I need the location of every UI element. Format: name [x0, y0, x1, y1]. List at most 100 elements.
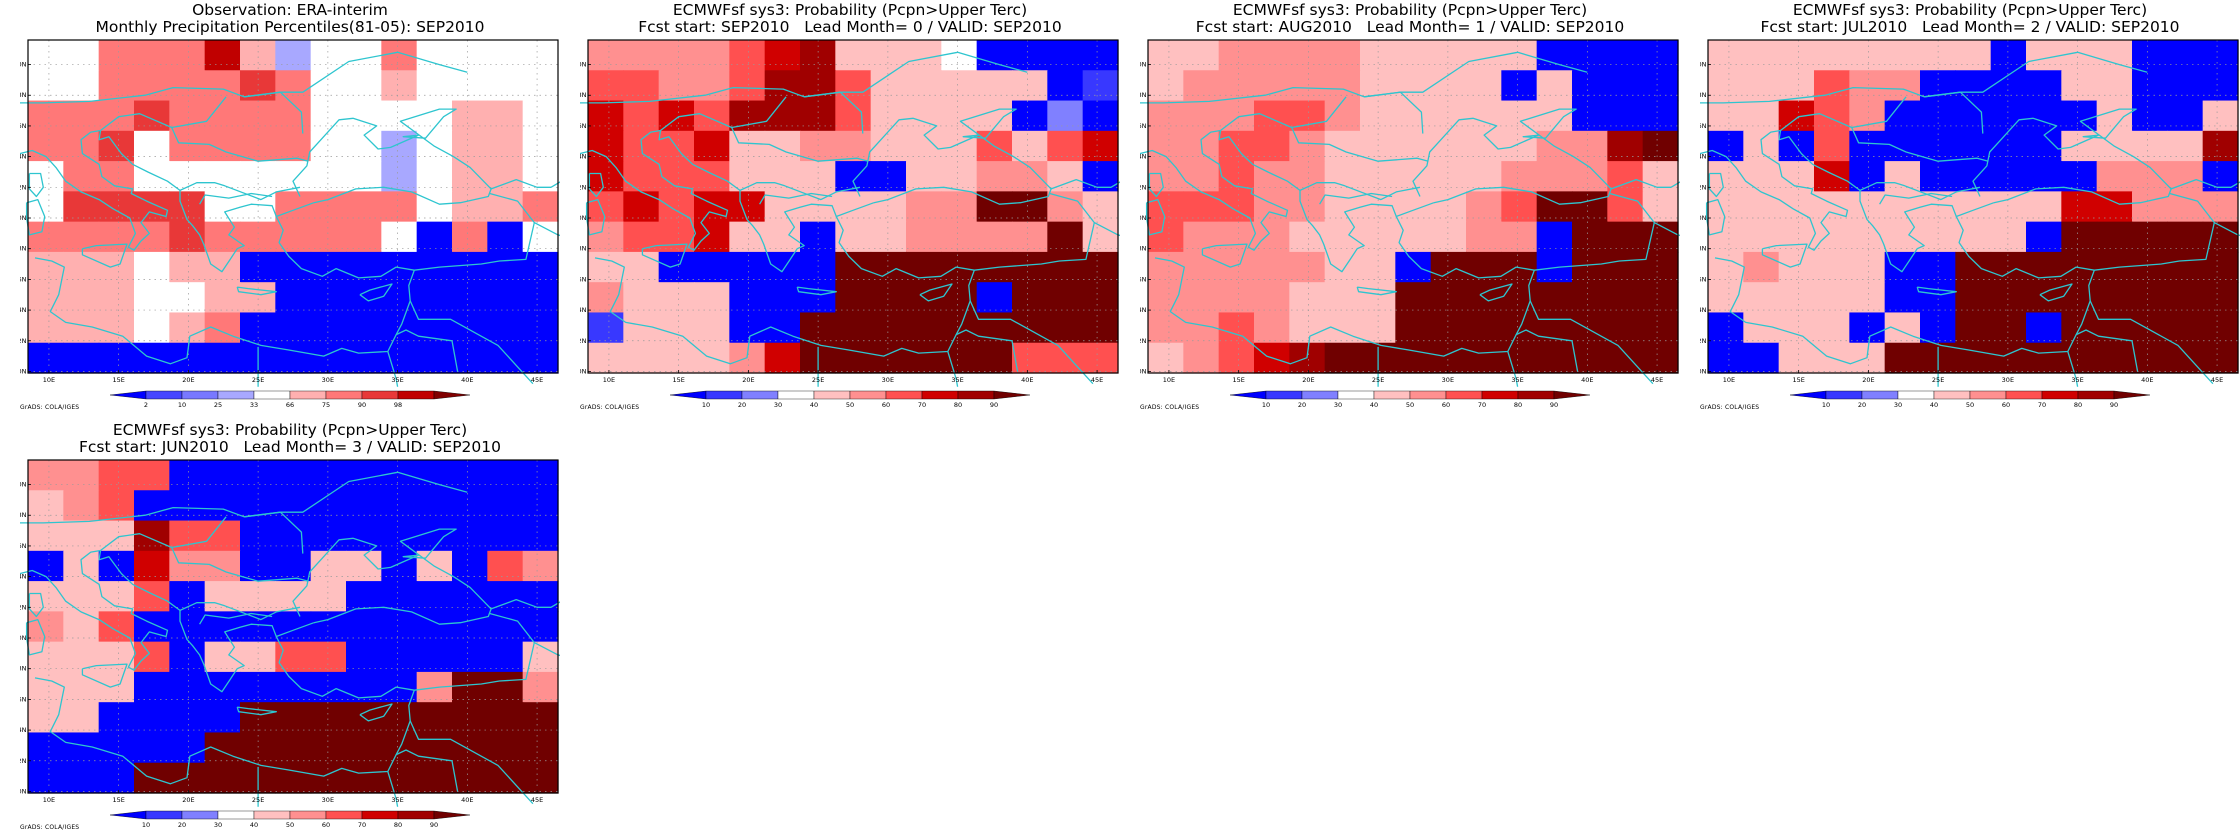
- field-cell: [2061, 221, 2098, 253]
- field-cell: [1254, 221, 1290, 253]
- field-cell: [275, 490, 312, 522]
- field-cell: [1289, 282, 1326, 314]
- field-cell: [2096, 342, 2133, 374]
- field-cell: [1884, 342, 1921, 374]
- field-cell: [1884, 221, 1921, 253]
- field-cell: [134, 641, 170, 673]
- field-cell: [2167, 251, 2204, 283]
- field-cell: [134, 312, 170, 344]
- field-cell: [1607, 130, 1644, 162]
- field-cell: [835, 130, 872, 162]
- field-cell: [1466, 221, 1502, 253]
- lat-tick-label: 40N: [20, 214, 27, 222]
- field-cell: [2061, 161, 2098, 192]
- field-cell: [1743, 221, 1780, 253]
- lon-tick-label: 40E: [1581, 376, 1593, 384]
- coastline: [414, 612, 535, 691]
- field-cell: [28, 282, 64, 314]
- field-cell: [1218, 282, 1255, 314]
- colorbar: 2 10 25 33 66 75 90 98: [109, 390, 471, 409]
- colorbar-bin: [1373, 390, 1411, 400]
- field-cell: [275, 702, 312, 734]
- grads-credit: GrADS: COLA/IGES: [1700, 404, 1760, 411]
- field-cell: [729, 40, 766, 71]
- field-cell: [1324, 342, 1361, 374]
- field-cell: [1012, 191, 1048, 223]
- field-cell: [134, 732, 170, 764]
- field-cell: [28, 702, 64, 734]
- coastline: [1529, 300, 1654, 385]
- colorbar-bin: [217, 390, 255, 400]
- field-cell: [63, 221, 100, 253]
- field-cell: [1430, 161, 1467, 192]
- lat-tick-label: 34N: [1140, 306, 1147, 314]
- map-frame: [27, 39, 559, 374]
- map-panel-svg: 30N 32N 34N 36N 38N 40N 42N 44N 46N 48N 50N 10E 15E 2…: [20, 39, 560, 409]
- field-cell: [623, 282, 660, 314]
- field-cell: [1642, 70, 1679, 102]
- field-cell: [1955, 40, 1992, 71]
- field-cell: [28, 520, 64, 552]
- field-cell: [522, 671, 559, 703]
- coastlines: [1700, 51, 2240, 387]
- lon-tick-label: 40E: [461, 796, 473, 804]
- coastline: [244, 511, 304, 554]
- lat-tick-label: 38N: [20, 245, 27, 253]
- colorbar-bin: [433, 390, 471, 400]
- coastline: [919, 283, 953, 302]
- field-cell: [346, 581, 382, 612]
- coastlines: [20, 51, 560, 387]
- field-cell: [1012, 40, 1048, 71]
- graticule: [1148, 40, 1678, 373]
- colorbar-bin: [1229, 390, 1267, 400]
- field-cell: [1607, 282, 1644, 314]
- coastline: [1859, 182, 1981, 201]
- field-cell: [1642, 40, 1679, 71]
- field-cell: [1642, 251, 1679, 283]
- map-frame: [1707, 39, 2239, 374]
- field-cell: [2132, 191, 2168, 223]
- lon-tick-label: 15E: [112, 796, 124, 804]
- field-cell: [1990, 100, 2027, 132]
- colorbar-label: 20: [1298, 401, 1306, 409]
- field-cell: [1607, 161, 1644, 192]
- field-cell: [487, 312, 524, 344]
- field-cell: [1183, 40, 1220, 71]
- field-cell: [1183, 282, 1220, 314]
- coastline: [974, 192, 1095, 271]
- field-cell: [1778, 312, 1815, 344]
- field-cell: [416, 702, 453, 734]
- field-cell: [134, 702, 170, 734]
- coastline: [1050, 178, 1111, 190]
- panel-title: ECMWFsf sys3: Probability (Pcpn>Upper Te…: [1140, 2, 1680, 36]
- coastline: [658, 130, 875, 273]
- field-cell: [381, 490, 418, 522]
- field-cell: [1743, 40, 1780, 71]
- coastline: [660, 96, 787, 132]
- colorbar-bin: [289, 810, 327, 820]
- field-cell: [1990, 221, 2027, 253]
- field-cell: [416, 70, 453, 102]
- field-cell: [346, 460, 382, 491]
- lon-tick-label: 30E: [882, 376, 894, 384]
- field-cell: [2167, 342, 2204, 374]
- lat-tick-label: 36N: [1700, 275, 1707, 283]
- field-cell: [487, 490, 524, 522]
- field-cell: [694, 100, 730, 132]
- field-cell: [1254, 161, 1290, 192]
- coastline: [98, 550, 315, 693]
- field-cell: [452, 161, 488, 192]
- field-cell: [416, 490, 453, 522]
- field-cell: [1990, 342, 2027, 374]
- lon-tick-label: 30E: [322, 376, 334, 384]
- lat-tick-label: 38N: [580, 245, 587, 253]
- field-cell: [1148, 100, 1184, 132]
- field-cell: [835, 70, 872, 102]
- field-cell: [487, 671, 524, 703]
- field-cell: [2026, 221, 2062, 253]
- field-cell: [134, 221, 170, 253]
- field-cell: [487, 251, 524, 283]
- field-cell: [694, 130, 730, 162]
- field-cell: [2026, 70, 2062, 102]
- field-cell: [452, 671, 488, 703]
